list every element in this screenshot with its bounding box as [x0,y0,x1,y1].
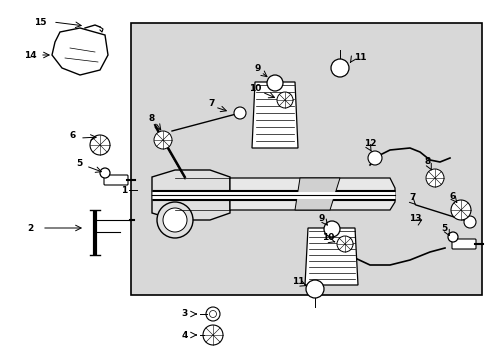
Text: 9: 9 [318,213,325,222]
Circle shape [367,151,381,165]
Circle shape [305,280,324,298]
Circle shape [100,168,110,178]
Text: 3: 3 [182,310,188,319]
Circle shape [203,325,223,345]
FancyBboxPatch shape [104,175,128,185]
Circle shape [276,92,292,108]
FancyBboxPatch shape [131,23,481,295]
Circle shape [450,200,470,220]
Text: 6: 6 [70,131,76,140]
Circle shape [447,232,457,242]
Text: 2: 2 [27,224,33,233]
Circle shape [154,131,172,149]
Text: 8: 8 [148,113,155,122]
Polygon shape [229,178,394,210]
Text: 5: 5 [440,224,446,233]
Circle shape [157,202,193,238]
Text: 11: 11 [353,53,366,62]
Text: 5: 5 [76,158,82,167]
Text: 13: 13 [408,213,420,222]
Text: 10: 10 [321,233,333,242]
Text: 7: 7 [208,99,215,108]
Circle shape [425,169,443,187]
Text: 12: 12 [363,139,375,148]
Circle shape [90,135,110,155]
Circle shape [463,216,475,228]
Circle shape [330,59,348,77]
Circle shape [205,307,220,321]
Polygon shape [251,82,297,148]
FancyBboxPatch shape [451,239,475,249]
Circle shape [336,236,352,252]
Polygon shape [305,228,357,285]
Polygon shape [152,170,229,220]
Circle shape [234,107,245,119]
Text: 9: 9 [254,63,261,72]
Polygon shape [294,178,339,210]
Text: 8: 8 [424,157,430,166]
Circle shape [163,208,186,232]
Text: 6: 6 [449,192,455,201]
Text: 11: 11 [291,278,304,287]
Circle shape [266,75,283,91]
Text: 15: 15 [34,18,46,27]
Text: 1: 1 [121,185,127,194]
Text: 4: 4 [182,330,188,339]
Text: 7: 7 [409,193,415,202]
Text: 10: 10 [248,84,261,93]
Text: 14: 14 [23,50,36,59]
Circle shape [324,221,339,237]
